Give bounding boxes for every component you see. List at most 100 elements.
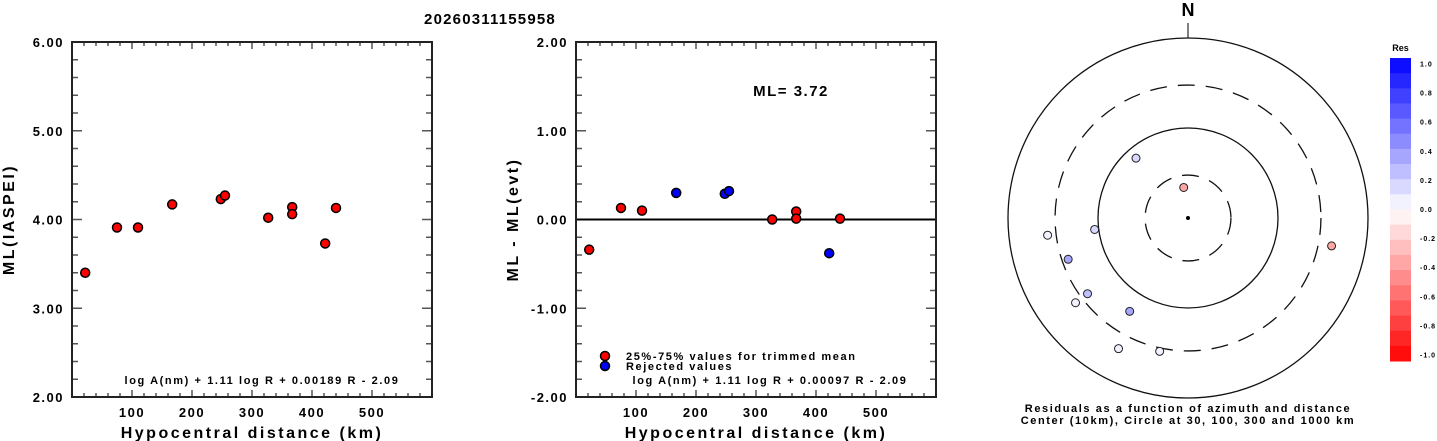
x-tick-label: 200: [683, 405, 709, 420]
colorbar-swatch: [1390, 148, 1411, 165]
data-point: [262, 212, 274, 223]
data-point: [79, 267, 91, 278]
ml-axis-tick-labels: 100 200 300 400 500 2.00 3.00 4.00 5.00 6.00: [33, 35, 385, 420]
data-point: [583, 244, 595, 255]
colorbar-label: -0.8: [1420, 323, 1436, 330]
data-point: [132, 222, 144, 233]
station-point: [1071, 298, 1081, 308]
y-tick-label: 2.00: [33, 390, 64, 405]
colorbar-labels: 1.0 0.8 0.6 0.4 0.2 0.0 -0.2 -0.4 -0.6 -0.8 -1.0: [1420, 62, 1436, 360]
residual-axis-tick-labels: 100 200 300 400 500 -2.00 -1.00 0.00 1.00 2.00: [531, 35, 888, 420]
colorbar-swatch: [1390, 133, 1411, 150]
x-tick-label: 400: [299, 405, 325, 420]
polar-caption-line2: Center (10km), Circle at 30, 100, 300 an…: [1021, 415, 1356, 427]
station-point: [1327, 241, 1337, 251]
distance-circle-300km: [1054, 84, 1322, 352]
ml-formula-annotation: log A(nm) + 1.11 log R + 0.00189 R - 2.0…: [125, 375, 400, 387]
colorbar-swatch: [1390, 224, 1411, 241]
legend-marker-rejected: [599, 360, 611, 372]
colorbar-swatch: [1390, 330, 1411, 347]
colorbar-label: 0.6: [1420, 120, 1433, 127]
data-point: [636, 205, 648, 216]
colorbar-label: -0.6: [1420, 294, 1436, 301]
y-tick-label: -2.00: [531, 390, 568, 405]
colorbar-swatch: [1390, 270, 1411, 286]
legend-marker-trimmed-mean: [599, 350, 611, 362]
x-tick-label: 300: [743, 405, 769, 420]
rejected-point: [723, 185, 735, 197]
colorbar-swatch: [1390, 209, 1411, 226]
colorbar-label: 0.2: [1420, 178, 1433, 185]
station-residual-points: [1043, 153, 1337, 356]
colorbar-label: -0.2: [1420, 236, 1436, 243]
y-tick-label: 4.00: [33, 213, 64, 228]
data-point: [790, 213, 802, 224]
data-point: [319, 238, 331, 249]
rejected-point: [670, 187, 682, 199]
x-tick-label: 100: [119, 405, 145, 420]
colorbar-swatch: [1390, 164, 1411, 180]
x-tick-label: 100: [623, 405, 649, 420]
residual-polar-plot: N Residuals as a function of azimuth and…: [1007, 0, 1369, 427]
station-point: [1083, 289, 1093, 299]
colorbar-swatch: [1390, 103, 1411, 120]
distance-circles: [1007, 37, 1369, 399]
distance-circle-1000km: [1007, 37, 1369, 399]
colorbar-swatch: [1390, 179, 1411, 195]
colorbar-swatch: [1390, 300, 1411, 317]
residual-plot-frame: [575, 41, 937, 398]
colorbar-label: 0.4: [1420, 149, 1433, 156]
data-point: [766, 214, 778, 225]
residual-formula-annotation: log A(nm) + 1.11 log R + 0.00097 R - 2.0…: [633, 375, 908, 387]
y-tick-label: 3.00: [33, 301, 64, 316]
colorbar-label: 1.0: [1420, 62, 1433, 69]
station-point: [1155, 346, 1165, 356]
station-point: [1114, 344, 1124, 354]
colorbar-swatch: [1390, 285, 1411, 301]
residual-data-points: [583, 185, 846, 259]
residual-colorbar: Res 1.0 0.8 0.6 0.4 0.2 0.0 -0.2 -0.4 -0.6 -0.8 -1…: [1390, 43, 1436, 362]
data-point: [834, 213, 846, 224]
ml-x-axis-title: Hypocentral distance (km): [121, 425, 384, 441]
data-point: [111, 222, 123, 233]
station-point: [1090, 224, 1100, 234]
x-tick-label: 300: [239, 405, 265, 420]
ml-plot-frame: [71, 41, 433, 398]
colorbar-label: -0.4: [1420, 265, 1436, 272]
colorbar-swatch: [1390, 73, 1411, 89]
x-tick-label: 500: [359, 405, 385, 420]
y-tick-label: 5.00: [33, 124, 64, 139]
data-point: [219, 190, 231, 201]
y-tick-label: 6.00: [33, 35, 64, 50]
polar-caption-line1: Residuals as a function of azimuth and d…: [1025, 403, 1351, 415]
x-tick-label: 200: [179, 405, 205, 420]
station-point: [1179, 182, 1189, 192]
colorbar-label: 0.0: [1420, 207, 1433, 214]
y-tick-label: -1.00: [531, 301, 568, 316]
x-tick-label: 400: [803, 405, 829, 420]
colorbar-title: Res: [1392, 43, 1409, 53]
distance-circle-100km: [1097, 127, 1279, 309]
colorbar-swatch: [1390, 315, 1411, 332]
station-point: [1043, 230, 1053, 240]
ml-y-axis-title: ML(IASPEI): [1, 164, 18, 275]
y-tick-label: 2.00: [537, 35, 568, 50]
epicenter-dot: [1186, 216, 1190, 220]
ml-vs-distance-plot: 100 200 300 400 500 2.00 3.00 4.00 5.00 6.00 log …: [1, 35, 433, 441]
colorbar-label: -1.0: [1420, 353, 1436, 360]
y-tick-label: 0.00: [537, 213, 568, 228]
ml-data-points: [79, 190, 342, 278]
data-point: [330, 202, 342, 214]
colorbar-swatch: [1390, 118, 1411, 135]
legend-label-rejected: Rejected values: [626, 361, 733, 373]
residual-vs-distance-plot: 100 200 300 400 500 -2.00 -1.00 0.00 1.00 2.00 ML…: [505, 35, 937, 441]
distance-circle-30km: [1144, 174, 1232, 262]
event-ml-label: ML= 3.72: [753, 83, 829, 100]
residual-x-axis-title: Hypocentral distance (km): [625, 425, 888, 441]
colorbar-swatch: [1390, 194, 1411, 210]
station-point: [1063, 254, 1073, 264]
colorbar-swatch: [1390, 345, 1411, 362]
colorbar-swatch: [1390, 88, 1411, 104]
data-point: [166, 199, 178, 210]
station-point: [1131, 153, 1141, 163]
